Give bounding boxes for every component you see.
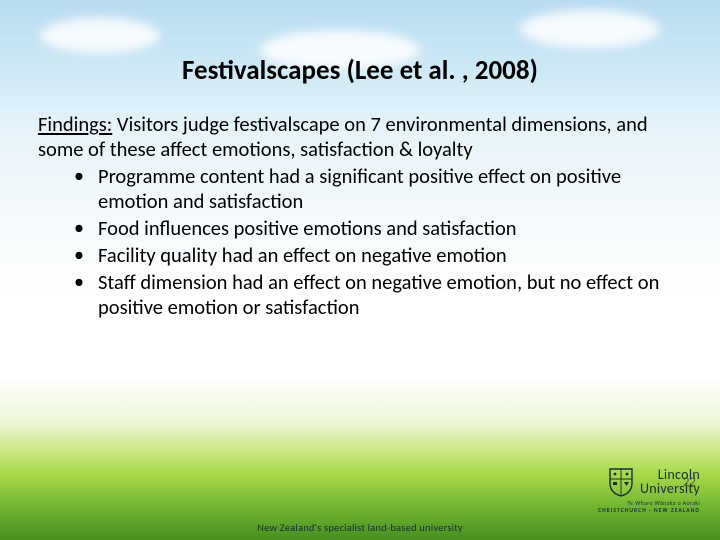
tagline: New Zealand's specialist land-based univ…	[0, 521, 720, 534]
logo-name-block: Lincoln University	[640, 468, 700, 496]
logo-top-row: Lincoln University	[598, 467, 700, 497]
findings-label: Findings:	[38, 111, 112, 137]
logo-maori-name: Te Whare Wānaka o Aoraki	[598, 499, 700, 507]
logo-name-line2: University	[640, 482, 700, 496]
cloud-decoration	[520, 10, 660, 48]
university-logo: Lincoln University Te Whare Wānaka o Aor…	[598, 467, 700, 514]
bullet-list: Programme content had a significant posi…	[38, 164, 682, 320]
crest-icon	[608, 467, 634, 497]
list-item: Programme content had a significant posi…	[38, 164, 682, 214]
list-item: Food influences positive emotions and sa…	[38, 216, 682, 241]
cloud-decoration	[40, 18, 160, 53]
slide-title: Festivalscapes (Lee et al. , 2008)	[0, 54, 720, 87]
list-item: Staff dimension had an effect on negativ…	[38, 270, 682, 320]
list-item: Facility quality had an effect on negati…	[38, 243, 682, 268]
slide: Festivalscapes (Lee et al. , 2008) Findi…	[0, 0, 720, 540]
findings-text: Visitors judge festivalscape on 7 enviro…	[38, 111, 648, 162]
content-block: Findings: Visitors judge festivalscape o…	[38, 112, 682, 322]
logo-location: CHRISTCHURCH · NEW ZEALAND	[598, 508, 700, 514]
